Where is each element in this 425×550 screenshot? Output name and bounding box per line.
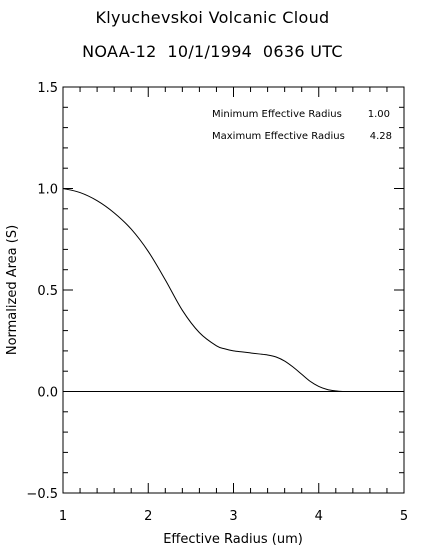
y-axis-label: Normalized Area (S)	[5, 225, 20, 355]
y-tick-label: 0.5	[37, 284, 58, 299]
plot-frame	[62, 86, 405, 494]
x-tick-label: 2	[144, 509, 152, 524]
annotation-max-value: 4.28	[370, 131, 392, 142]
x-axis-label: Effective Radius (um)	[163, 532, 303, 547]
x-tick-label: 1	[59, 509, 67, 524]
y-tick-label: −0.5	[26, 487, 58, 502]
chart-title: Klyuchevskoi Volcanic Cloud	[95, 8, 330, 27]
y-tick-label: 0.0	[37, 386, 58, 401]
y-tick-label: 1.5	[37, 81, 58, 96]
series-line	[62, 188, 347, 393]
y-tick-label: 1.0	[37, 183, 58, 198]
annotation-min-value: 1.00	[368, 109, 390, 120]
x-tick-label: 4	[315, 509, 323, 524]
chart-subtitle: NOAA-12 10/1/1994 0636 UTC	[82, 42, 343, 61]
annotation-min-label: Minimum Effective Radius	[212, 109, 342, 120]
x-tick-label: 3	[229, 509, 237, 524]
x-tick-label: 5	[400, 509, 408, 524]
annotation-max-label: Maximum Effective Radius	[212, 131, 345, 142]
